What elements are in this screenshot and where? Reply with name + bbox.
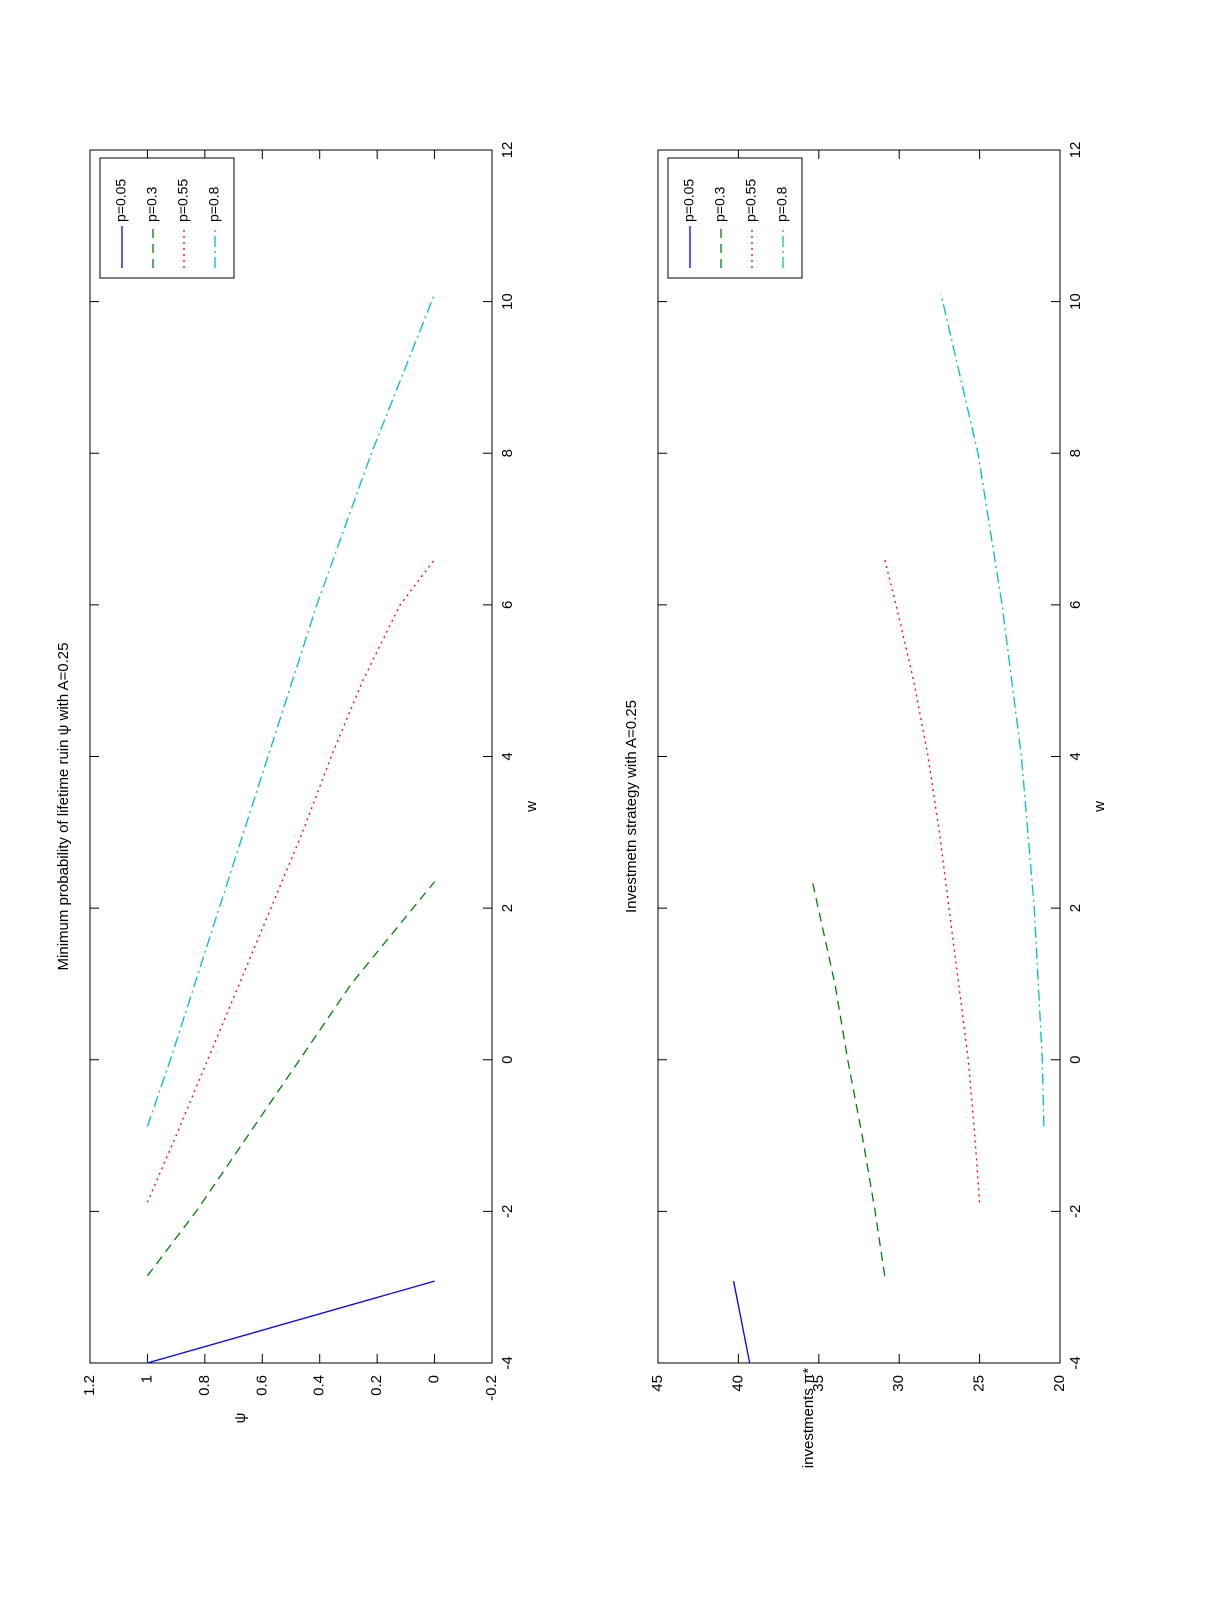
y-tick-label: -0.2 xyxy=(483,1375,500,1401)
x-tick-label: 0 xyxy=(499,1056,516,1064)
x-tick-label: 2 xyxy=(1067,904,1084,912)
x-tick-label: -2 xyxy=(499,1205,516,1218)
x-tick-label: 8 xyxy=(499,449,516,457)
axes-frame xyxy=(657,149,1061,1364)
legend-label: p=0.8 xyxy=(206,186,222,222)
y-tick-label: 0 xyxy=(426,1375,443,1383)
x-tick-label: -4 xyxy=(1067,1356,1084,1369)
x-tick-label: 4 xyxy=(499,752,516,760)
y-tick-label: 1.2 xyxy=(81,1375,98,1396)
chart-title: Investmetn strategy with A=0.25 xyxy=(623,700,640,913)
x-tick-label: -2 xyxy=(1067,1205,1084,1218)
legend-label: p=0.05 xyxy=(113,179,129,222)
x-tick-label: 4 xyxy=(1067,752,1084,760)
y-tick-label: 0.2 xyxy=(368,1375,385,1396)
x-tick-label: 6 xyxy=(1067,601,1084,609)
x-tick-label: -4 xyxy=(499,1356,516,1369)
y-tick-label: 0.4 xyxy=(311,1375,328,1396)
series-line-p-0-8 xyxy=(146,293,436,1127)
series-line-p-0-05 xyxy=(732,1280,751,1364)
x-tick-label: 10 xyxy=(499,293,516,310)
axes-frame xyxy=(89,149,493,1364)
chart-title: Minimum probability of lifetime ruin ψ w… xyxy=(55,643,72,971)
y-tick-label: 45 xyxy=(649,1375,666,1392)
x-tick-label: 8 xyxy=(1067,449,1084,457)
y-tick-label: 1 xyxy=(138,1375,155,1383)
x-tick-label: 0 xyxy=(1067,1056,1084,1064)
x-axis-label: w xyxy=(523,801,540,813)
x-tick-label: 12 xyxy=(499,142,516,159)
x-tick-label: 12 xyxy=(1067,142,1084,159)
x-tick-label: 2 xyxy=(499,904,516,912)
series-line-p-0-8 xyxy=(940,293,1045,1127)
y-tick-label: 40 xyxy=(729,1375,746,1392)
y-tick-label: 0.8 xyxy=(196,1375,213,1396)
series-line-p-0-05 xyxy=(147,1280,435,1364)
y-tick-label: 35 xyxy=(810,1375,827,1392)
y-tick-label: 30 xyxy=(890,1375,907,1392)
x-tick-label: 10 xyxy=(1067,293,1084,310)
legend-label: p=0.3 xyxy=(712,186,728,222)
legend-label: p=0.55 xyxy=(175,179,191,222)
series-line-p-0-3 xyxy=(146,881,436,1277)
x-axis-label: w xyxy=(1091,801,1108,813)
investment-strategy-plot: -4 -2 0 2 4 6 8 10 12 20 25 30 35 40 45 w investments π*… xyxy=(623,142,1108,1469)
y-tick-label: 0.6 xyxy=(253,1375,270,1396)
ruin-probability-plot: -4 -2 0 2 4 6 8 10 12 -0.2 0 0.2 0.4 0.6 0.8 1 1.2 w ψ Mini… xyxy=(55,142,540,1424)
legend-label: p=0.55 xyxy=(743,179,759,222)
legend-label: p=0.3 xyxy=(144,186,160,222)
x-tick-label: 6 xyxy=(499,601,516,609)
y-tick-label: 25 xyxy=(971,1375,988,1392)
series-line-p-0-55 xyxy=(884,559,981,1203)
series-line-p-0-55 xyxy=(146,559,436,1203)
y-axis-label: ψ xyxy=(232,1413,249,1424)
legend-label: p=0.05 xyxy=(681,179,697,222)
y-tick-label: 20 xyxy=(1051,1375,1068,1392)
series-line-p-0-3 xyxy=(811,881,886,1276)
legend-label: p=0.8 xyxy=(774,186,790,222)
y-axis-label: investments π* xyxy=(800,1368,817,1469)
